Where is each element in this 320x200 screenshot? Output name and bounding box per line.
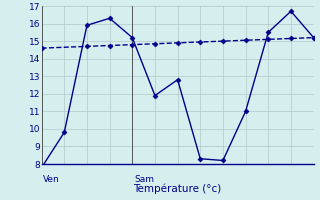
X-axis label: Température (°c): Température (°c) xyxy=(133,183,222,194)
Text: Ven: Ven xyxy=(43,175,60,184)
Text: Sam: Sam xyxy=(134,175,155,184)
